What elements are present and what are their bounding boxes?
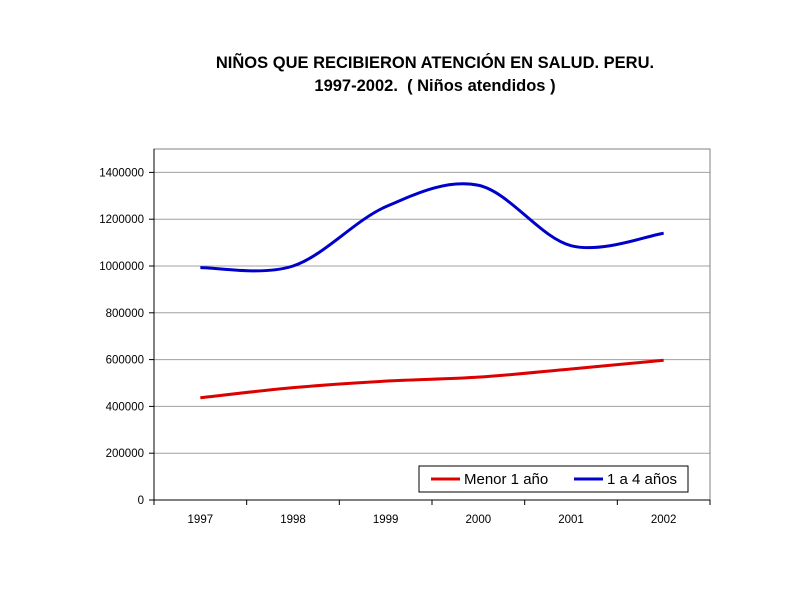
y-tick-label: 600000 <box>106 355 144 367</box>
series-lines <box>200 182 664 400</box>
chart-title: NIÑOS QUE RECIBIERON ATENCIÓN EN SALUD. … <box>0 52 800 98</box>
axes <box>149 149 711 505</box>
legend-label: 1 a 4 años <box>607 471 677 488</box>
y-tick-label: 1200000 <box>99 214 144 226</box>
x-tick-label: 2000 <box>466 514 492 526</box>
y-tick-label: 1400000 <box>99 167 144 179</box>
x-tick-label: 1999 <box>373 514 399 526</box>
y-tick-label: 200000 <box>106 448 144 460</box>
x-tick-label: 1997 <box>188 514 214 526</box>
plot-area-frame <box>153 148 711 501</box>
legend-box <box>418 465 689 493</box>
x-axis-tick-labels: 1997 1998 1999 2000 2001 2002 <box>188 514 677 526</box>
y-tick-label: 0 <box>138 495 144 507</box>
x-tick-label: 2001 <box>558 514 584 526</box>
y-tick-label: 400000 <box>106 401 144 413</box>
legend: Menor 1 año 1 a 4 años <box>418 465 689 493</box>
chart-title-line-2: 1997-2002. ( Niños atendidos ) <box>314 77 556 95</box>
x-tick-label: 2002 <box>651 514 677 526</box>
x-tick-label: 1998 <box>280 514 306 526</box>
y-tick-label: 800000 <box>106 308 144 320</box>
y-axis-tick-labels: 0 200000 400000 600000 800000 1000000 1200000 1… <box>99 167 144 507</box>
y-tick-label: 1000000 <box>99 261 144 273</box>
legend-label: Menor 1 año <box>464 471 548 488</box>
series-line-1 <box>200 358 664 400</box>
series-line-2 <box>200 182 664 273</box>
gridlines <box>154 171 710 454</box>
chart-title-line-1: NIÑOS QUE RECIBIERON ATENCIÓN EN SALUD. … <box>215 54 655 72</box>
